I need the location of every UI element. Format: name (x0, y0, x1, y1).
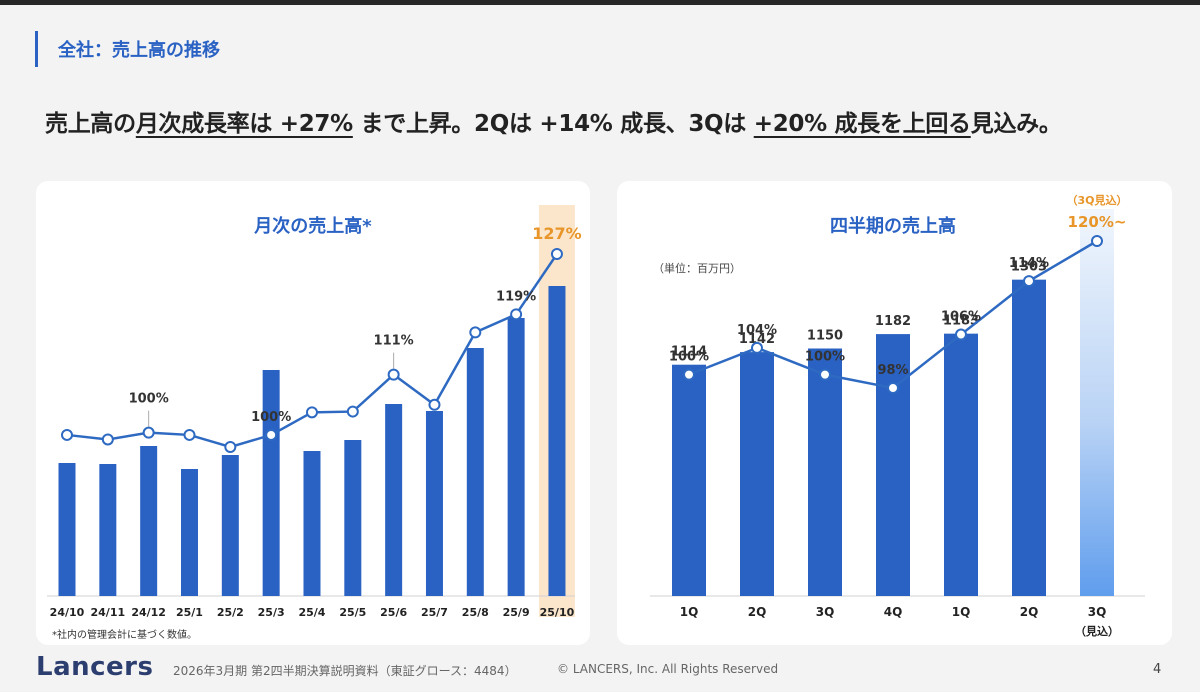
quarterly-chart-title: 四半期の売上高 (830, 216, 956, 237)
headline: 売上高の月次成長率は +27% まで上昇。2Qは +14% 成長、3Qは +20… (45, 104, 1062, 138)
growth-label-4: 106% (941, 310, 981, 325)
x-tick-24/10: 24/10 (50, 606, 85, 619)
bar-25/10 (548, 286, 566, 596)
bar-3Q-forecast (1080, 209, 1114, 596)
growth-point-25/7 (428, 398, 441, 411)
growth-label-1: 104% (737, 323, 777, 338)
footer-copyright: © LANCERS, Inc. All Rights Reserved (557, 662, 779, 676)
growth-point-0 (683, 368, 695, 381)
x-tick-25/4: 25/4 (298, 606, 325, 619)
bar-value-1: 1142 (739, 332, 775, 347)
bar-25/8 (466, 348, 484, 596)
growth-point-25/2 (224, 441, 237, 453)
growth-point-25/9 (510, 308, 523, 321)
x-tick-24/12: 24/12 (131, 606, 166, 619)
section-accent-bar (35, 31, 38, 67)
x-tick-3Q: 3Q (1088, 605, 1107, 619)
x-tick-25/1: 25/1 (176, 606, 203, 619)
bar-25/5 (344, 440, 362, 596)
bar-24/12 (140, 446, 158, 596)
bar-25/9 (507, 318, 525, 596)
forecast-prefix-label: （3Q見込） (1066, 193, 1127, 207)
growth-point-24/12 (142, 426, 155, 439)
bar-24/10 (58, 463, 76, 596)
page-number: 4 (1153, 662, 1162, 677)
lancers-logo: Lancers (36, 652, 154, 682)
x-tick-25/5: 25/5 (339, 606, 366, 619)
footnote: *社内の管理会計に基づく数値。 (52, 630, 197, 641)
growth-point-4 (955, 328, 967, 341)
x-tick-25/9: 25/9 (503, 606, 530, 619)
growth-point-25/6 (387, 368, 400, 381)
x-tick-4Q: 4Q (884, 605, 903, 619)
growth-point-25/10 (550, 248, 563, 260)
growth-label-25/9: 119% (496, 289, 536, 304)
bar-value-4: 1183 (943, 314, 979, 329)
growth-label-3: 98% (877, 363, 908, 378)
growth-point-25/3 (265, 428, 278, 441)
x-tick-25/3: 25/3 (258, 606, 285, 619)
growth-point-5 (1023, 275, 1035, 288)
growth-point-3 (887, 382, 899, 394)
growth-point-25/8 (469, 326, 482, 339)
growth-point-25/1 (183, 428, 196, 441)
headline-underlined-1: 月次成長率は +27% (135, 111, 353, 137)
bar-value-3: 1182 (875, 314, 911, 329)
growth-label-0: 100% (669, 350, 709, 365)
growth-point-6 (1091, 235, 1103, 247)
x-tick-24/11: 24/11 (91, 606, 126, 619)
x-tick-1Q: 1Q (952, 605, 971, 619)
bar-3Q (808, 348, 842, 596)
x-tick-2Q: 2Q (748, 605, 767, 619)
section-title: 全社：売上高の推移 (58, 40, 220, 61)
x-tick-sublabel: （見込） (1075, 624, 1119, 638)
growth-point-25/4 (305, 406, 318, 419)
growth-label-25/6: 111% (374, 334, 414, 349)
bar-2Q (1012, 279, 1046, 596)
growth-label-25/3: 100% (251, 410, 291, 425)
growth-label-24/12: 100% (129, 392, 169, 407)
x-tick-3Q: 3Q (816, 605, 835, 619)
growth-point-25/5 (346, 405, 359, 418)
growth-label-forecast: 120%~ (1068, 213, 1127, 231)
monthly-chart-title: 月次の売上高* (254, 216, 372, 237)
x-tick-25/7: 25/7 (421, 606, 448, 619)
headline-part-2: まで上昇。2Qは +14% 成長、3Qは (352, 111, 754, 137)
growth-point-24/11 (101, 433, 114, 446)
bar-24/11 (99, 464, 117, 596)
bar-25/7 (425, 411, 443, 596)
bar-25/6 (385, 404, 403, 596)
bar-value-2: 1150 (807, 329, 843, 344)
headline-part-1: 売上高の (45, 111, 136, 137)
bar-25/4 (303, 451, 321, 596)
bar-25/1 (180, 469, 198, 596)
x-tick-25/2: 25/2 (217, 606, 244, 619)
footer-document-title: 2026年3月期 第2四半期決算説明資料（東証グロース：4484） (173, 664, 517, 678)
x-tick-25/6: 25/6 (380, 606, 407, 619)
x-tick-2Q: 2Q (1020, 605, 1039, 619)
growth-point-2 (819, 368, 831, 381)
bar-value-5: 1303 (1011, 260, 1047, 275)
growth-label-25/10: 127% (532, 224, 581, 243)
growth-label-5: 114% (1009, 256, 1049, 271)
headline-part-3: 見込み。 (970, 111, 1062, 137)
bar-2Q (740, 352, 774, 596)
bar-value-0: 1114 (671, 345, 707, 360)
headline-underlined-2: +20% 成長を上回る (753, 111, 971, 137)
bar-25/2 (221, 455, 239, 596)
bar-25/3 (262, 370, 280, 596)
top-border (0, 0, 1200, 5)
growth-label-2: 100% (805, 350, 845, 365)
growth-point-24/10 (61, 428, 73, 441)
growth-point-1 (751, 341, 763, 354)
bar-1Q (944, 333, 978, 596)
x-tick-25/8: 25/8 (462, 606, 489, 619)
bar-1Q (672, 364, 706, 596)
x-tick-25/10: 25/10 (540, 606, 575, 619)
unit-label: （単位：百万円） (653, 262, 741, 275)
x-tick-1Q: 1Q (680, 605, 699, 619)
